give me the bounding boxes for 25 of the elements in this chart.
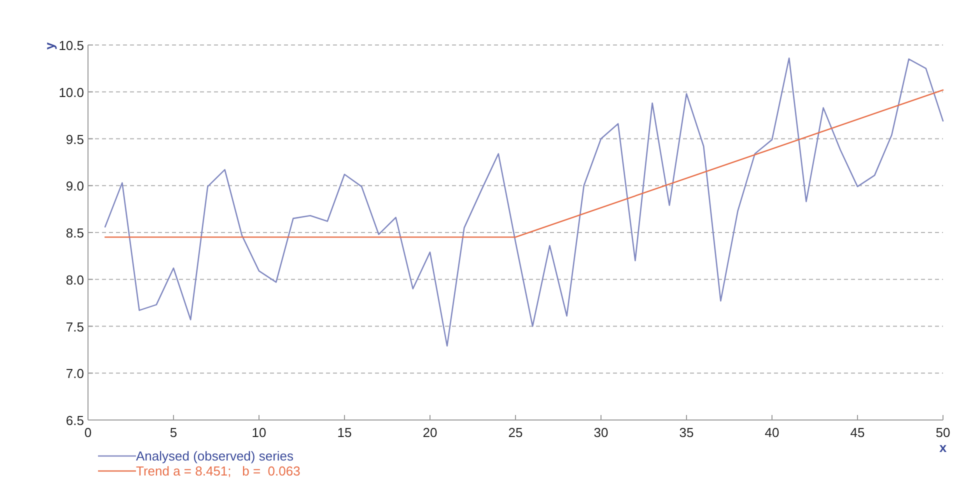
x-tick-label: 45: [850, 425, 865, 440]
legend-label: Trend a = 8.451; b = 0.063: [136, 464, 300, 478]
y-tick-label: 9.0: [66, 178, 84, 194]
x-tick-label: 5: [170, 425, 178, 440]
x-tick-label: 40: [764, 425, 780, 440]
y-axis-title: y: [42, 42, 57, 50]
x-tick-label: 35: [679, 425, 694, 440]
x-tick-label: 50: [936, 425, 950, 440]
x-tick-label: 30: [594, 425, 608, 440]
y-tick-label: 6.5: [66, 413, 84, 428]
y-tick-label: 9.5: [66, 132, 84, 147]
y-tick-label: 10.5: [58, 38, 84, 53]
x-tick-label: 15: [337, 425, 352, 440]
y-tick-label: 7.0: [66, 366, 84, 382]
x-tick-label: 20: [422, 425, 438, 440]
x-tick-label: 25: [508, 425, 523, 440]
y-tick-label: 8.5: [66, 226, 84, 240]
x-tick-label: 0: [84, 425, 92, 440]
x-tick-label: 10: [252, 425, 266, 440]
line-series: [104, 57, 944, 347]
x-axis-title: x: [939, 440, 948, 455]
y-tick-label: 7.5: [66, 319, 84, 334]
y-tick-label: 8.0: [66, 272, 84, 288]
y-tick-label: 10.0: [58, 84, 84, 100]
legend-label: Analysed (observed) series: [136, 448, 294, 464]
